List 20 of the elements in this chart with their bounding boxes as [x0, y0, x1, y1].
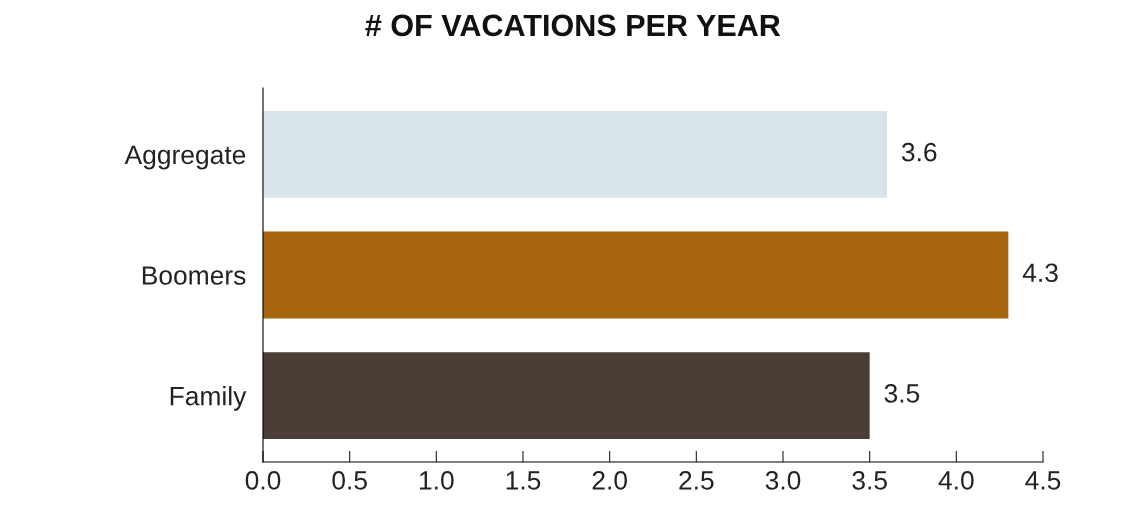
y-tick-label: Boomers	[142, 266, 246, 285]
x-tick-label: 4.5	[1025, 471, 1061, 490]
x-tick-label: 3.5	[852, 471, 887, 490]
x-tick-label: 1.0	[420, 471, 454, 490]
x-tick-label: 3.0	[765, 471, 801, 490]
y-tick-label: Aggregate	[124, 145, 246, 170]
x-tick-label: 2.0	[592, 471, 627, 490]
x-tick-label: 0.5	[332, 471, 367, 490]
x-tick-label: 0.0	[245, 471, 281, 490]
bar	[263, 110, 887, 198]
bar	[263, 352, 870, 440]
chart-title: # OF VACATIONS PER YEAR	[365, 14, 781, 37]
data-label: 4.3	[1022, 263, 1058, 283]
y-tick-label: Family	[170, 386, 247, 411]
data-label: 3.6	[901, 142, 937, 162]
data-label: 3.5	[884, 384, 920, 403]
bar	[263, 231, 1009, 319]
x-tick-label: 4.0	[938, 471, 974, 490]
x-tick-label: 1.5	[506, 471, 541, 490]
x-tick-label: 2.5	[679, 471, 714, 490]
